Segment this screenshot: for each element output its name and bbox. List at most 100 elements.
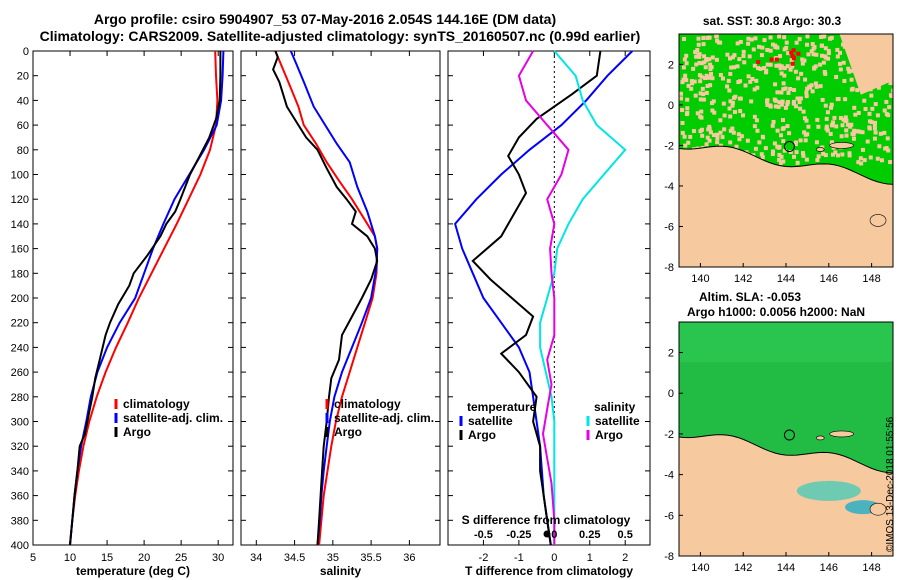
sla_map-ytick-label: -6: [664, 510, 674, 522]
argo-marker-icon: [543, 530, 551, 538]
cloud-gap-pixel: [873, 102, 878, 107]
cloud-gap-pixel: [797, 100, 802, 105]
cloud-gap-pixel: [752, 114, 757, 119]
manus-island: [829, 430, 854, 438]
pressure-tick-label: 300: [11, 417, 29, 429]
cloud-gap-pixel: [720, 76, 725, 81]
small-island: [815, 147, 825, 152]
cloud-gap-pixel: [779, 102, 784, 107]
cloud-gap-pixel: [772, 141, 777, 146]
cloud-gap-pixel: [821, 151, 826, 156]
cloud-gap-pixel: [722, 154, 727, 159]
sla-band: [679, 322, 893, 362]
cloud-gap-pixel: [816, 124, 821, 129]
hot-pixel: [774, 57, 779, 62]
cloud-gap-pixel: [726, 78, 731, 83]
cloud-gap-pixel: [754, 78, 759, 83]
cloud-gap-pixel: [739, 134, 744, 139]
cloud-gap-pixel: [696, 152, 701, 157]
hot-pixel: [790, 61, 795, 66]
cloud-gap-pixel: [870, 106, 875, 111]
cloud-gap-pixel: [786, 90, 791, 95]
cloud-gap-pixel: [704, 142, 709, 147]
sst_map-ytick-label: 0: [668, 100, 674, 112]
cloud-gap-pixel: [803, 138, 808, 143]
salinity-frame: [240, 50, 441, 546]
cloud-gap-pixel: [863, 106, 868, 111]
cloud-gap-pixel: [684, 61, 689, 66]
cloud-gap-pixel: [696, 36, 701, 41]
cloud-gap-pixel: [797, 37, 802, 42]
salinity-xlabel: salinity: [320, 564, 362, 578]
cloud-gap-pixel: [807, 84, 812, 89]
sla_map-ytick-label: -2: [664, 429, 674, 441]
temperature-xtick-label: 25: [175, 552, 187, 564]
cloud-gap-pixel: [686, 140, 691, 145]
cloud-gap-pixel: [788, 67, 793, 72]
cloud-gap-pixel: [768, 103, 773, 108]
cloud-gap-pixel: [754, 118, 759, 123]
cloud-gap-pixel: [701, 92, 706, 97]
cloud-gap-pixel: [860, 147, 865, 152]
cloud-gap-pixel: [703, 65, 708, 70]
cloud-gap-pixel: [763, 146, 768, 151]
cloud-gap-pixel: [753, 159, 758, 164]
difference-xtick-label: -2: [479, 552, 489, 564]
cloud-gap-pixel: [838, 67, 843, 72]
cloud-gap-pixel: [785, 124, 790, 129]
cloud-gap-pixel: [682, 36, 687, 41]
cloud-gap-pixel: [683, 77, 688, 82]
cloud-gap-pixel: [778, 160, 783, 165]
cloud-gap-pixel: [780, 99, 785, 104]
cloud-gap-pixel: [704, 73, 709, 78]
temperature-series-climatology: [69, 50, 219, 546]
cloud-gap-pixel: [829, 140, 834, 145]
cloud-gap-pixel: [810, 89, 815, 94]
cloud-gap-pixel: [732, 109, 737, 114]
cloud-gap-pixel: [798, 106, 803, 111]
cloud-gap-pixel: [721, 101, 726, 106]
cloud-gap-pixel: [868, 155, 873, 160]
cloud-gap-pixel: [732, 95, 737, 100]
difference-top-xtick-label: -0.5: [474, 529, 493, 541]
sla_map-ytick-label: -8: [664, 551, 674, 563]
sla_map-xtick-label: 140: [691, 562, 709, 574]
cloud-gap-pixel: [844, 128, 849, 133]
cloud-gap-pixel: [820, 97, 825, 102]
cloud-gap-pixel: [693, 50, 698, 55]
cloud-gap-pixel: [794, 40, 799, 45]
cloud-gap-pixel: [681, 65, 686, 70]
cloud-gap-pixel: [865, 139, 870, 144]
sla_map-content: [679, 322, 893, 556]
sst_map-content: [679, 34, 893, 267]
cloud-gap-pixel: [845, 122, 850, 127]
cloud-gap-pixel: [708, 130, 713, 135]
cloud-gap-pixel: [862, 158, 867, 163]
cloud-gap-pixel: [725, 84, 730, 89]
sla-anomaly-patch: [796, 480, 861, 501]
cloud-gap-pixel: [789, 57, 794, 62]
cloud-gap-pixel: [819, 34, 824, 39]
cloud-area: [839, 34, 893, 95]
cloud-gap-pixel: [840, 123, 845, 128]
cloud-gap-pixel: [832, 115, 837, 120]
cloud-gap-pixel: [752, 124, 757, 129]
temperature-xtick-label: 5: [30, 552, 36, 564]
umboi-island: [869, 502, 887, 516]
cloud-gap-pixel: [804, 90, 809, 95]
cloud-gap-pixel: [806, 124, 811, 129]
salinity-panel: 34 34.5 35 35.5 36 salinity climatologysatelli…: [240, 50, 441, 578]
sla_map-ytick-label: 0: [668, 388, 674, 400]
cloud-gap-pixel: [706, 75, 711, 80]
cloud-gap-pixel: [828, 132, 833, 137]
cloud-gap-pixel: [762, 65, 767, 70]
cloud-gap-pixel: [707, 124, 712, 129]
cloud-gap-pixel: [826, 48, 831, 53]
cloud-gap-pixel: [722, 113, 727, 118]
salinity-xtick-label: 36: [403, 552, 415, 564]
sst_map-ytick-label: -2: [664, 140, 674, 152]
cloud-gap-pixel: [788, 149, 793, 154]
salinity-series-argo: [272, 50, 379, 546]
cloud-gap-pixel: [679, 91, 684, 96]
pressure-tick-label: 280: [11, 392, 29, 404]
